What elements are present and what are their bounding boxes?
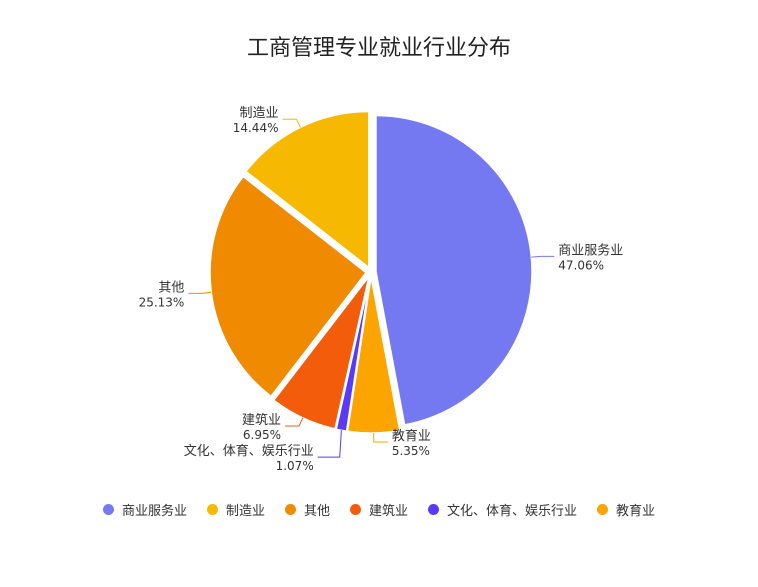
legend-item-commercial-services[interactable]: 商业服务业 xyxy=(102,500,187,519)
legend-label: 制造业 xyxy=(225,504,265,519)
slice-value-culture-sports-entertainment: 1.07% xyxy=(276,459,314,473)
legend-dot-icon xyxy=(428,504,440,515)
legend-label: 教育业 xyxy=(616,504,656,519)
legend-label: 文化、体育、娱乐行业 xyxy=(447,504,578,519)
legend-dot-icon xyxy=(284,504,296,515)
legend-dot-icon xyxy=(597,504,609,515)
slice-value-construction: 6.95% xyxy=(243,428,281,442)
slice-value-education: 5.35% xyxy=(392,444,430,458)
legend-item-culture-sports-entertainment[interactable]: 文化、体育、娱乐行业 xyxy=(428,500,577,519)
legend-dot-icon xyxy=(102,504,114,515)
legend-item-other[interactable]: 其他 xyxy=(284,500,330,519)
slice-label-commercial-services: 商业服务业 xyxy=(558,242,623,258)
leader-line-culture-sports-entertainment xyxy=(317,430,342,458)
pie-slice-commercial-services[interactable] xyxy=(375,114,533,426)
slice-value-commercial-services: 47.06% xyxy=(558,258,604,272)
chart-legend: 商业服务业 制造业 其他 建筑业 文化、体育、娱乐行业 教育业 xyxy=(0,500,758,519)
slice-label-manufacturing: 制造业 xyxy=(239,106,278,121)
leader-line-manufacturing xyxy=(282,118,301,128)
legend-dot-icon xyxy=(206,504,218,515)
slice-value-other: 25.13% xyxy=(139,295,185,309)
slice-label-education: 教育业 xyxy=(392,428,431,444)
chart-title: 工商管理专业就业行业分布 xyxy=(246,36,511,61)
slice-label-construction: 建筑业 xyxy=(242,412,281,428)
leader-line-other xyxy=(188,291,212,294)
leader-line-construction xyxy=(285,417,304,427)
legend-item-construction[interactable]: 建筑业 xyxy=(350,500,408,519)
pie-slice-construction[interactable] xyxy=(273,275,370,430)
legend-dot-icon xyxy=(350,504,361,515)
slice-label-other: 其他 xyxy=(158,280,184,295)
leader-line-commercial-services xyxy=(531,255,555,258)
legend-item-education[interactable]: 教育业 xyxy=(597,500,655,519)
slice-label-culture-sports-entertainment: 文化、体育、娱乐行业 xyxy=(184,443,314,459)
pie-slice-education[interactable] xyxy=(346,276,401,434)
legend-label: 其他 xyxy=(303,504,330,519)
leader-line-education xyxy=(373,432,388,443)
legend-item-manufacturing[interactable]: 制造业 xyxy=(206,500,265,519)
legend-label: 建筑业 xyxy=(369,504,409,519)
slice-value-manufacturing: 14.44% xyxy=(233,121,279,135)
pie-slice-manufacturing[interactable] xyxy=(245,110,370,269)
legend-label: 商业服务业 xyxy=(121,504,187,519)
pie-slice-other[interactable] xyxy=(209,175,367,398)
